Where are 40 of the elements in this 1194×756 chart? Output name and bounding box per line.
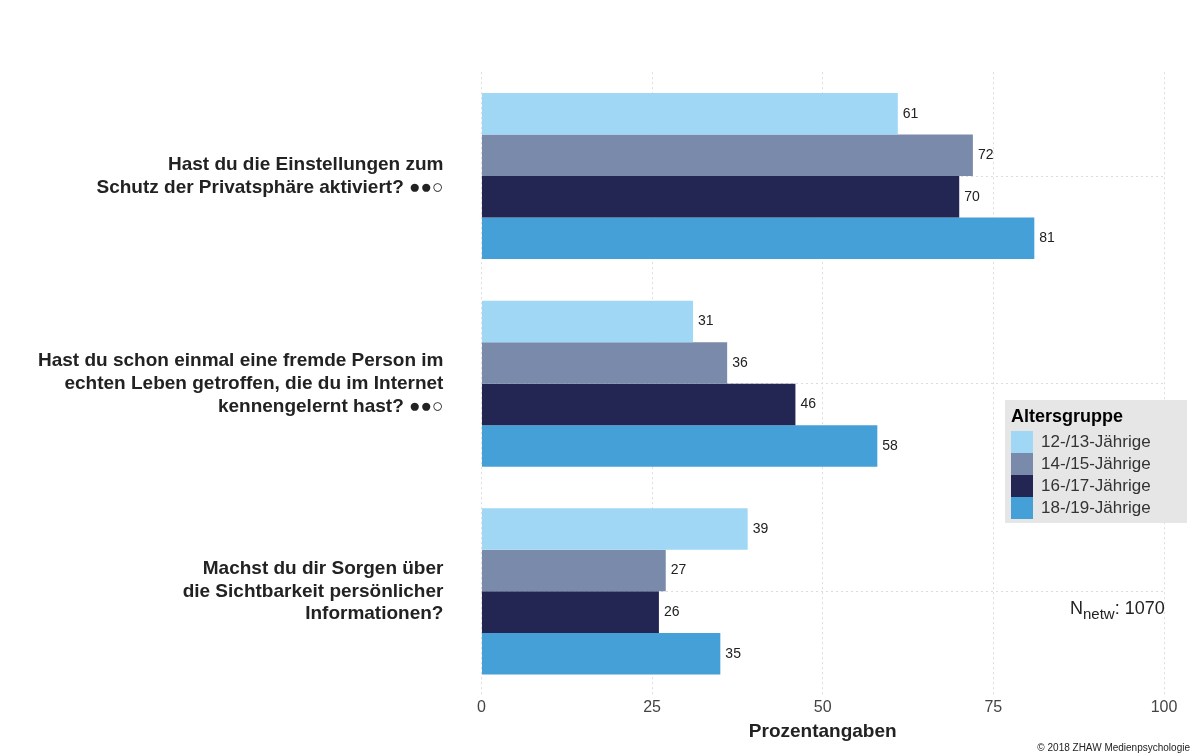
x-tick-label: 75 bbox=[984, 698, 1003, 716]
data-label: 81 bbox=[1039, 229, 1056, 246]
bar bbox=[481, 425, 878, 467]
bar bbox=[481, 300, 694, 343]
data-label: 26 bbox=[663, 602, 680, 619]
x-tick-label: 25 bbox=[643, 698, 662, 716]
data-label: 70 bbox=[964, 187, 981, 204]
bar bbox=[481, 217, 1035, 260]
bar bbox=[481, 92, 898, 135]
legend-label: 14-/15-Jährige bbox=[1041, 454, 1151, 474]
bar bbox=[481, 134, 973, 177]
legend-label: 18-/19-Jährige bbox=[1041, 498, 1151, 518]
y-tick-label: Machst du dir Sorgen über die Sichtbarkeit persönlicher Informationen? bbox=[182, 556, 445, 624]
bar bbox=[481, 176, 960, 218]
bar bbox=[481, 632, 721, 675]
x-tick-label: 100 bbox=[1150, 698, 1178, 716]
data-label: 46 bbox=[800, 395, 817, 412]
x-axis-title: Prozentangaben bbox=[748, 720, 897, 742]
annotation: N$_{netw}$: 1070 bbox=[1070, 598, 1165, 622]
bar bbox=[481, 383, 796, 426]
legend-label: 16-/17-Jährige bbox=[1041, 476, 1151, 496]
text: © 2018 ZHAW Medienpsychologie bbox=[1037, 742, 1190, 753]
data-label: 58 bbox=[882, 436, 899, 453]
data-label: 39 bbox=[752, 519, 769, 536]
bar bbox=[481, 342, 728, 384]
legend-title: Altersgruppe bbox=[1011, 406, 1125, 427]
data-label: 31 bbox=[698, 312, 714, 329]
data-label: 35 bbox=[725, 644, 742, 661]
data-label: 27 bbox=[670, 561, 687, 578]
bar bbox=[481, 549, 666, 592]
x-tick-label: 50 bbox=[813, 698, 832, 716]
x-tick-label: 0 bbox=[476, 698, 486, 716]
bar bbox=[481, 591, 659, 633]
data-label: 72 bbox=[977, 146, 994, 163]
y-tick-label: Hast du schon einmal eine fremde Person im echten Leben getroffen, die du im Internet kennengelernt hast? ●●○ bbox=[37, 349, 445, 416]
data-label: 36 bbox=[732, 353, 748, 370]
legend-label: 12-/13-Jährige bbox=[1041, 432, 1151, 452]
bar bbox=[481, 508, 748, 550]
y-tick-label: Hast du die Einstellungen zum Schutz der Privatsphäre aktiviert? ●●○ bbox=[96, 152, 444, 197]
data-label: 61 bbox=[902, 104, 919, 121]
